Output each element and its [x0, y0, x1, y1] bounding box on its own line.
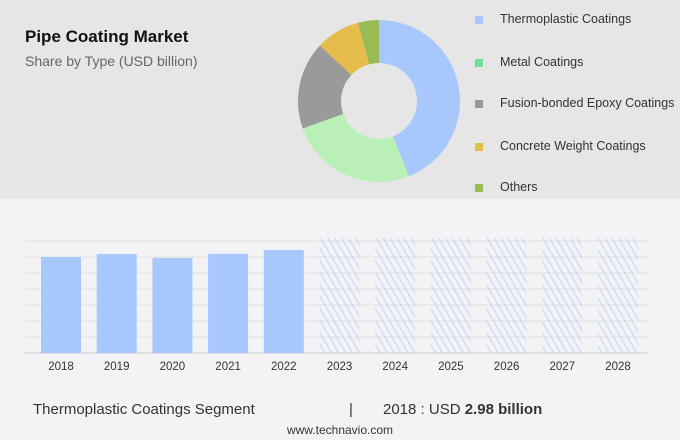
x-tick-label: 2025 [438, 361, 464, 373]
value: 2.98 billion [464, 401, 543, 418]
donut-slice-fusion-bonded-epoxy-coatings [298, 45, 352, 129]
legend-label: Others [500, 180, 538, 194]
x-tick-label: 2020 [159, 361, 186, 373]
x-tick-label: 2024 [382, 361, 408, 373]
x-tick-label: 2019 [103, 361, 130, 373]
x-tick-label: 2028 [605, 361, 631, 373]
donut-slice-others [357, 20, 379, 65]
value-summary: 2018 : USD 2.98 billion [383, 401, 542, 418]
bar-2021 [208, 253, 249, 353]
website: www.technavio.com [286, 423, 394, 437]
legend-swatch [475, 184, 483, 192]
forecast-bar-2024 [375, 238, 416, 353]
legend-label: Concrete Weight Coatings [500, 139, 646, 153]
donut-slice-metal-coatings [302, 113, 409, 182]
donut-chart [298, 20, 460, 182]
x-tick-label: 2026 [493, 361, 520, 373]
forecast-bar-2025 [430, 238, 471, 353]
x-tick-label: 2027 [549, 361, 576, 373]
segment-label: Thermoplastic Coatings Segment [33, 401, 255, 418]
forecast-bar-2028 [598, 238, 638, 353]
x-tick-label: 2023 [326, 361, 353, 373]
bar-chart [25, 238, 648, 354]
x-tick-label: 2021 [215, 361, 241, 373]
legend-label: Fusion-bonded Epoxy Coatings [500, 96, 675, 110]
forecast-bar-2027 [542, 238, 583, 353]
legend-swatch [475, 100, 483, 108]
legend-label: Metal Coatings [500, 55, 584, 69]
separator: | [349, 401, 353, 418]
year-label: 2018 : USD [383, 401, 461, 418]
forecast-bar-2023 [319, 238, 360, 353]
page-title: Pipe Coating Market [25, 27, 189, 46]
donut-slice-thermoplastic-coatings [379, 20, 460, 177]
bar-2020 [152, 257, 193, 353]
legend-swatch [475, 143, 483, 151]
legend-label: Thermoplastic Coatings [500, 12, 632, 26]
legend-swatch [475, 16, 483, 24]
forecast-bar-2026 [486, 238, 527, 353]
x-tick-label: 2018 [48, 361, 74, 373]
bar-2018 [41, 256, 81, 353]
donut-slice-concrete-weight-coatings [319, 22, 370, 75]
bar-2019 [96, 254, 137, 353]
subtitle: Share by Type (USD billion) [25, 53, 198, 69]
legend-swatch [475, 59, 483, 67]
bar-2022 [263, 249, 304, 353]
x-tick-label: 2022 [271, 361, 297, 373]
